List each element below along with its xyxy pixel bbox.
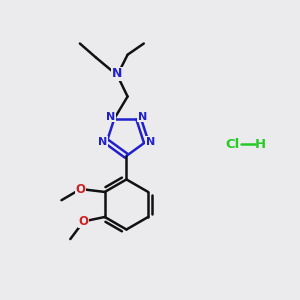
Text: N: N xyxy=(146,136,155,147)
Text: O: O xyxy=(76,182,85,196)
Text: N: N xyxy=(138,112,147,122)
Text: H: H xyxy=(255,138,266,151)
Text: Cl: Cl xyxy=(225,138,240,151)
Text: N: N xyxy=(106,112,115,122)
Text: N: N xyxy=(98,136,107,147)
Text: N: N xyxy=(112,67,122,80)
Text: O: O xyxy=(79,215,88,228)
